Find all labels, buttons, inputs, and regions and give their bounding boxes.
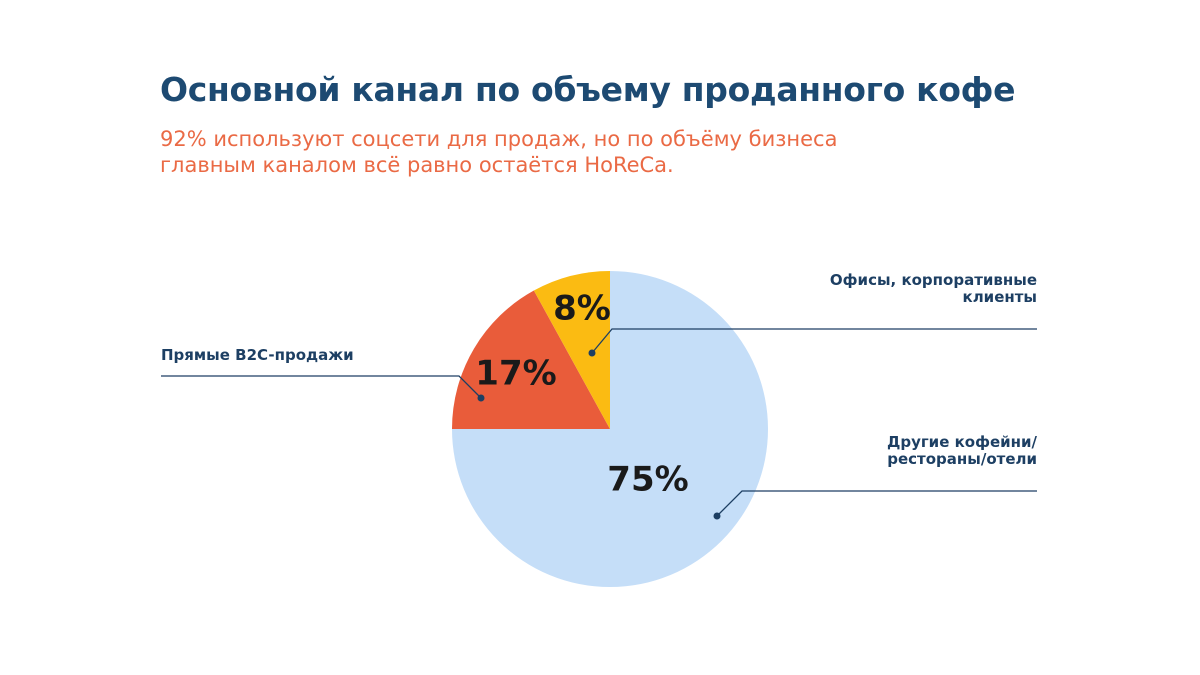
- pie-percent-labels: 75% 17% 8%: [475, 289, 688, 500]
- pie-slice-3: [533, 271, 610, 429]
- callout-label-1-line-1: Другие кофейни/: [887, 433, 1038, 451]
- pie-slice-2-percent-label: 17%: [475, 354, 556, 394]
- pie-slices: [452, 271, 768, 587]
- callout-label-3: Офисы, корпоративные клиенты: [830, 271, 1037, 306]
- callout-label-3-line-2: клиенты: [963, 288, 1037, 306]
- subtitle-line-2: главным каналом всё равно остаётся HoReC…: [160, 153, 674, 177]
- callout-label-3-line-1: Офисы, корпоративные: [830, 271, 1037, 289]
- chart-subtitle: 92% используют соцсети для продаж, но по…: [160, 126, 980, 178]
- callout-label-2-line-1: Прямые B2C-продажи: [161, 346, 354, 364]
- callout-label-1-line-2: рестораны/отели: [887, 450, 1037, 468]
- pie-slice-3-percent-label: 8%: [553, 289, 611, 329]
- pie-slice-1-percent-label: 75%: [607, 460, 688, 500]
- callout-line-3: [591, 328, 1037, 354]
- callout-label-2: Прямые B2C-продажи: [161, 346, 354, 364]
- callout-dot-3: [588, 349, 596, 357]
- callout-line-2: [161, 375, 482, 399]
- callout-label-1: Другие кофейни/рестораны/отели: [887, 433, 1038, 468]
- pie-slice-2: [452, 290, 610, 429]
- subtitle-line-1: 92% используют соцсети для продаж, но по…: [160, 127, 838, 151]
- callout-dot-2: [477, 394, 485, 402]
- pie-callouts: Другие кофейни/рестораны/отели Прямые B2C…: [161, 271, 1038, 520]
- callout-dot-1: [713, 512, 721, 520]
- chart-title: Основной канал по объему проданного кофе: [160, 70, 1016, 109]
- callout-line-1: [716, 490, 1037, 517]
